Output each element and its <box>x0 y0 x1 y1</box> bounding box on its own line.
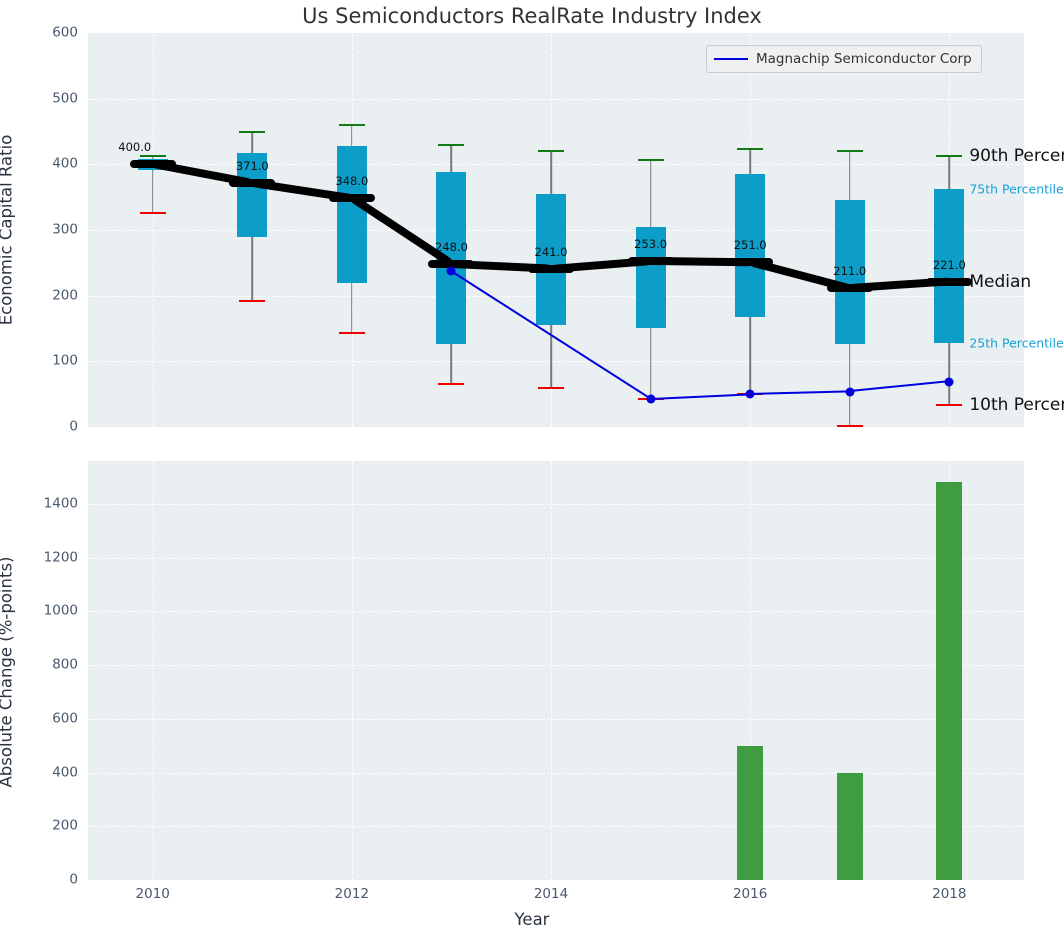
y-tick-label: 400 <box>52 763 78 780</box>
median-marker <box>627 256 674 265</box>
annotation-median: Median <box>969 271 1032 292</box>
company-data-point <box>745 389 755 399</box>
y-tick-label: 100 <box>52 352 78 369</box>
y-tick-label: 0 <box>69 871 78 888</box>
y-tick-label: 1400 <box>43 495 78 512</box>
boxplot-cap-p90 <box>239 130 266 133</box>
median-marker <box>129 160 176 169</box>
median-value-label: 248.0 <box>434 240 468 255</box>
median-value-label: 211.0 <box>833 264 867 279</box>
median-marker <box>328 194 375 203</box>
y-tick-label: 200 <box>52 286 78 303</box>
y-tick-label: 1000 <box>43 602 78 619</box>
company-data-point <box>944 377 954 387</box>
boxplot-box <box>834 200 865 344</box>
chart-legend: Magnachip Semiconductor Corp <box>706 45 982 73</box>
company-data-point <box>446 266 456 276</box>
boxplot-box <box>635 226 666 329</box>
boxplot-cap-p90 <box>637 159 664 162</box>
median-value-label: 251.0 <box>733 238 767 253</box>
gridline-vertical <box>152 33 154 427</box>
gridline-horizontal <box>88 98 1024 100</box>
y-tick-label: 200 <box>52 817 78 834</box>
gridline-vertical <box>551 461 553 880</box>
median-marker <box>528 264 575 273</box>
median-value-label: 241.0 <box>534 244 568 259</box>
median-value-label: 221.0 <box>932 257 966 272</box>
x-tick-label: 2018 <box>932 886 967 902</box>
boxplot-box <box>934 189 965 343</box>
median-value-label: 371.0 <box>235 159 269 174</box>
annotation-90th-percentile: 90th Percentile <box>969 146 1064 167</box>
boxplot-cap-p90 <box>936 155 963 158</box>
x-tick-label: 2010 <box>135 886 170 902</box>
x-tick-label: 2012 <box>334 886 370 902</box>
y-tick-label: 400 <box>52 155 78 172</box>
legend-label-company: Magnachip Semiconductor Corp <box>756 51 972 67</box>
y-tick-label: 600 <box>52 24 78 41</box>
y-tick-label: 500 <box>52 89 78 106</box>
gridline-horizontal <box>88 557 1024 559</box>
company-data-point <box>845 387 855 397</box>
median-marker <box>428 260 475 269</box>
bar-2018 <box>936 482 963 880</box>
gridline-horizontal <box>88 826 1024 828</box>
gridline-horizontal <box>88 611 1024 613</box>
boxplot-box <box>536 193 567 326</box>
gridline-horizontal <box>88 503 1024 505</box>
chart-title: Us Semiconductors RealRate Industry Inde… <box>302 4 762 28</box>
boxplot-cap-p90 <box>338 123 365 126</box>
company-data-point <box>646 394 656 404</box>
boxplot-cap-p10 <box>836 424 863 427</box>
y-axis-label-bottom: Absolute Change (%-points) <box>0 556 16 788</box>
gridline-vertical <box>152 461 154 880</box>
median-marker <box>727 258 774 267</box>
legend-line-swatch <box>714 58 748 60</box>
median-value-label: 253.0 <box>634 236 668 251</box>
boxplot-cap-p90 <box>836 150 863 153</box>
boxplot-box <box>735 174 766 317</box>
annotation-10th-percentile: 10th Percentile <box>969 395 1064 416</box>
boxplot-box <box>237 152 268 237</box>
y-tick-label: 600 <box>52 710 78 727</box>
boxplot-cap-p10 <box>936 404 963 407</box>
y-tick-label: 300 <box>52 221 78 238</box>
boxplot-whisker <box>151 156 154 213</box>
boxplot-cap-p90 <box>438 143 465 146</box>
boxplot-cap-p10 <box>139 211 166 214</box>
absolute-change-panel <box>88 461 1024 880</box>
y-tick-label: 1200 <box>43 548 78 565</box>
bar-2016 <box>737 745 764 880</box>
gridline-horizontal <box>88 665 1024 667</box>
median-marker <box>826 284 873 293</box>
median-marker <box>229 179 276 188</box>
gridline-vertical <box>351 461 353 880</box>
x-tick-label: 2016 <box>732 886 768 902</box>
bar-2017 <box>836 772 863 880</box>
gridline-horizontal <box>88 164 1024 166</box>
gridline-horizontal <box>88 772 1024 774</box>
x-tick-label: 2014 <box>533 886 569 902</box>
gridline-horizontal <box>88 361 1024 363</box>
gridline-horizontal <box>88 718 1024 720</box>
boxplot-cap-p10 <box>538 387 565 390</box>
median-value-label: 348.0 <box>335 174 369 189</box>
boxplot-cap-p90 <box>538 150 565 153</box>
boxplot-cap-p10 <box>438 382 465 385</box>
median-value-label: 400.0 <box>118 140 152 155</box>
annotation-75th-percentile: 75th Percentile <box>969 181 1064 197</box>
boxplot-cap-p10 <box>239 299 266 302</box>
y-tick-label: 0 <box>69 418 78 435</box>
x-axis-label: Year <box>514 910 550 929</box>
boxplot-box <box>336 145 367 283</box>
boxplot-cap-p10 <box>338 332 365 335</box>
median-marker <box>926 277 973 286</box>
gridline-vertical <box>750 461 752 880</box>
boxplot-cap-p90 <box>737 147 764 150</box>
boxplot-cap-p90 <box>139 155 166 158</box>
annotation-25th-percentile: 25th Percentile <box>969 335 1064 351</box>
y-tick-label: 800 <box>52 656 78 673</box>
